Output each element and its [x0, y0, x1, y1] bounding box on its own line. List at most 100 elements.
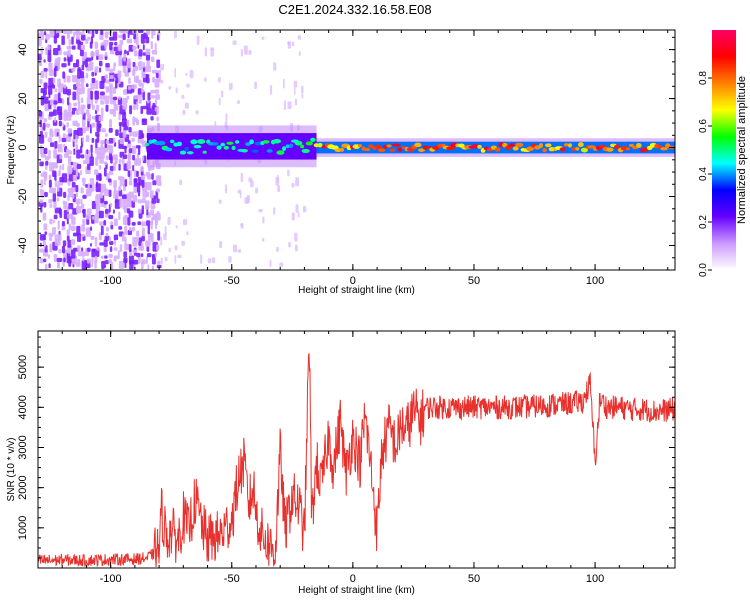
spectrogram-cell	[559, 147, 566, 152]
spectrogram-cell	[96, 104, 100, 112]
spectrogram-cell	[164, 256, 168, 262]
spectrogram-cell	[80, 44, 85, 51]
spectrogram-cell	[150, 233, 154, 243]
spectrogram-cell	[122, 33, 126, 41]
spectrogram-cell	[98, 164, 102, 170]
spectrogram-cell	[72, 107, 77, 112]
spectrogram-cell	[123, 257, 128, 264]
spectrogram-cell	[49, 99, 55, 106]
spectrogram-cell	[113, 190, 119, 199]
spectrogram-cell	[294, 98, 298, 106]
spectrogram-cell	[437, 143, 442, 148]
spectrogram-cell	[175, 87, 178, 94]
spectrogram-cell	[113, 154, 118, 161]
spectrogram-cell	[141, 70, 146, 79]
spectrogram-cell	[273, 207, 276, 215]
spectrogram-cell	[141, 242, 144, 248]
spectrogram-cell	[47, 53, 52, 63]
spectrogram-cell	[150, 89, 156, 94]
spectrogram-cell	[155, 220, 158, 226]
spectrogram-cell	[228, 256, 232, 263]
spectrogram-cell	[66, 32, 70, 40]
spectrogram-cell	[226, 141, 234, 145]
spectrogram-cell	[62, 200, 65, 205]
spectrogram-cell	[99, 242, 105, 246]
spectrogram-cell	[86, 149, 89, 155]
spectrogram-cell	[70, 187, 76, 193]
spectrogram-cell	[108, 137, 114, 144]
spectrogram-cell	[131, 84, 137, 89]
spectrogram-cell	[119, 39, 124, 45]
spectrogram-cell	[118, 186, 122, 192]
spectrogram-cell	[132, 154, 135, 161]
spectrogram-cell	[54, 140, 58, 149]
spectrogram-cell	[95, 30, 99, 35]
spectrogram-cell	[96, 134, 100, 143]
spectrogram-cell	[42, 171, 47, 177]
spectrogram-cell	[54, 207, 60, 214]
spectrogram-cell	[89, 30, 92, 35]
spectrogram-cell	[184, 146, 189, 151]
spectrogram-cell	[147, 225, 150, 235]
spectrogram-cell	[91, 30, 95, 38]
spectrogram-cell	[141, 259, 146, 265]
spectrogram-cell	[118, 121, 123, 127]
spectrogram-cell	[118, 96, 121, 100]
spectrogram-cell	[269, 259, 272, 268]
spectrogram-cell	[145, 48, 151, 55]
spectrogram-cell	[89, 156, 94, 167]
snr-y-axis-label: SNR (10 * v/v)	[6, 438, 17, 502]
spectrogram-cell	[119, 244, 123, 252]
spectrogram-cell	[250, 180, 254, 188]
spectrogram-cell	[138, 49, 143, 57]
spectrogram-cell	[132, 194, 138, 203]
spectrogram-cell	[48, 237, 53, 242]
spectrogram-cell	[80, 187, 84, 194]
spectrogram-cell	[56, 107, 61, 112]
spectrogram-cell	[56, 57, 61, 62]
spectrogram-cell	[121, 118, 127, 127]
spectrogram-cell	[262, 140, 270, 144]
spectrogram-cell	[47, 137, 53, 143]
spectrogram-cell	[58, 230, 61, 235]
spectrogram-cell	[100, 42, 104, 46]
spectrogram-cell	[317, 143, 323, 148]
spectrogram-cell	[132, 104, 137, 110]
spectrogram-cell	[99, 191, 103, 199]
spectrogram-cell	[90, 243, 92, 247]
spectrogram-cell	[132, 61, 136, 67]
spectrogram-cell	[45, 34, 50, 40]
spectrogram-cell	[542, 147, 547, 153]
spectrogram-cell	[401, 145, 406, 150]
spectrogram-cell	[71, 45, 76, 50]
spectrogram-cell	[212, 142, 219, 146]
spectrogram-cell	[98, 210, 104, 219]
spectrogram-cell	[261, 36, 265, 40]
spectrogram-cell	[160, 79, 164, 84]
spectrogram-cell	[294, 244, 298, 252]
spectrogram-cell	[118, 189, 123, 197]
spectrogram-cell	[91, 248, 95, 253]
spectrogram-cell	[45, 160, 49, 166]
spectrogram-cell	[75, 144, 78, 150]
spectrogram-cell	[94, 169, 99, 175]
spectrogram-cell	[113, 62, 117, 67]
spectrogram-cell	[67, 165, 73, 175]
spectrogram-cell	[132, 236, 138, 247]
spectrogram-cell	[109, 74, 114, 79]
spectrogram-cell	[59, 165, 62, 171]
spectrogram-cell	[291, 183, 295, 188]
spectrogram-cell	[48, 179, 52, 188]
spectrogram-cell	[80, 203, 85, 209]
spectrogram-cell	[219, 240, 223, 249]
spectrogram-cell	[240, 172, 244, 183]
spectrogram-cell	[43, 82, 48, 90]
spectrogram-cell	[70, 161, 74, 166]
spectrogram-cell	[305, 141, 313, 146]
spectrogram-cell	[146, 60, 150, 67]
spectrogram-cell	[174, 245, 178, 251]
spectrogram-cell	[101, 107, 104, 117]
snr-plot-area	[38, 353, 675, 568]
spectrogram-cell	[107, 178, 112, 183]
spectrogram-cell	[52, 84, 56, 89]
